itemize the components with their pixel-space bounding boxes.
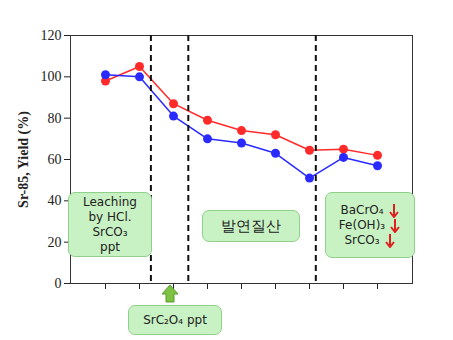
html-text:SrCO₃: SrCO₃ <box>92 224 128 239</box>
svg-text:60: 60 <box>48 152 62 167</box>
html-text:SrC₂O₄ ppt: SrC₂O₄ ppt <box>143 312 207 327</box>
svg-text:20: 20 <box>48 235 62 250</box>
svg-text:Sr-85, Yield (%): Sr-85, Yield (%) <box>16 111 32 208</box>
svg-text:0: 0 <box>55 276 62 291</box>
svg-text:80: 80 <box>48 111 62 126</box>
svg-text:100: 100 <box>41 69 62 84</box>
html-text:Fe(OH)₃: Fe(OH)₃ <box>338 217 386 232</box>
html-text:발연질산: 발연질산 <box>221 216 281 235</box>
html-text:SrCO₃: SrCO₃ <box>344 232 380 247</box>
html-text:ppt: ppt <box>100 239 120 254</box>
html-text:Leaching: Leaching <box>83 194 137 209</box>
svg-text:40: 40 <box>48 193 62 208</box>
svg-text:120: 120 <box>41 28 62 43</box>
html-text:BaCrO₄: BaCrO₄ <box>340 202 384 217</box>
html-text:by HCl.: by HCl. <box>88 209 132 224</box>
